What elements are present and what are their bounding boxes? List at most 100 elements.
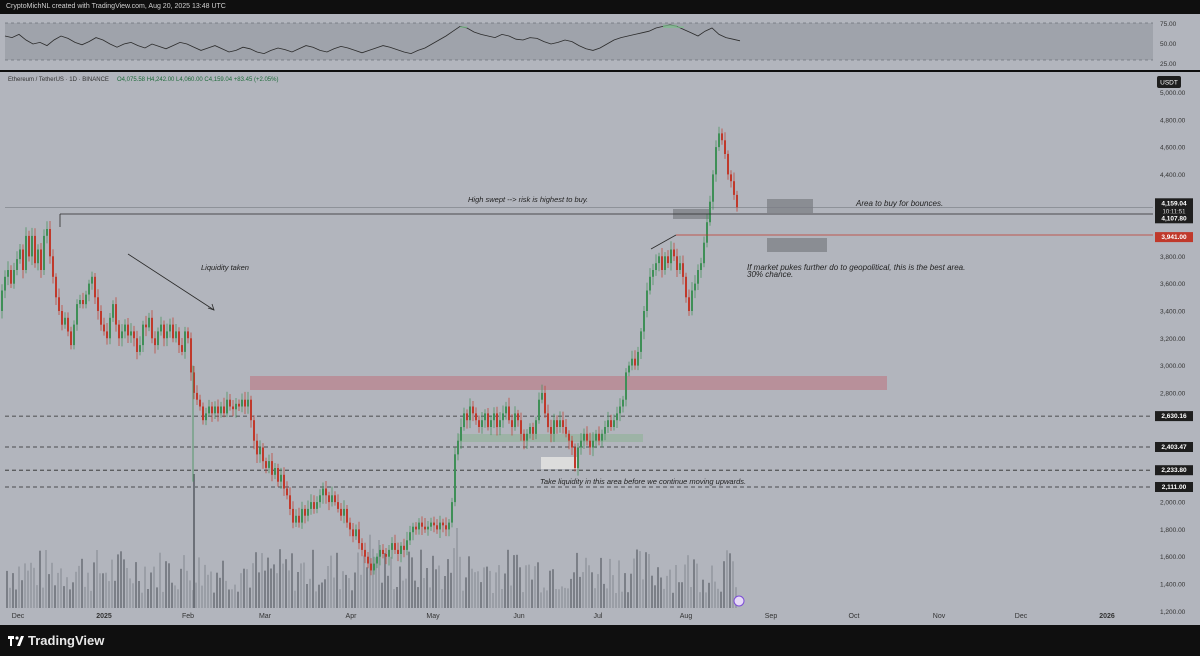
candle-body [532,427,534,434]
volume-bar [564,587,566,608]
price-badge-label: 2,630.16 [1161,413,1187,420]
event-marker-icon[interactable] [733,595,745,607]
rsi-line-group [4,24,741,55]
candle-body [460,427,462,441]
volume-bar [33,567,35,608]
volume-bar [558,589,560,608]
rsi-band [5,23,1153,60]
volume-bar [24,563,26,608]
candle-body [667,256,669,264]
volume-bar [627,592,629,608]
candle-body [148,317,150,328]
candle-body [160,324,162,332]
volume-bar [78,565,80,608]
volume-bar [285,559,287,608]
volume-bar [633,558,635,608]
candle-body [301,508,303,523]
volume-bar [516,554,518,608]
annotation-liquidity-taken: Liquidity taken [201,263,249,272]
candle-body [82,300,84,305]
volume-bar [81,558,83,608]
x-tick-label: Dec [1015,613,1028,620]
candle-body [727,153,729,175]
volume-bar [600,557,602,608]
candle-body [319,495,321,503]
volume-bar [549,570,551,608]
volume-bar [111,559,113,608]
volume-bar [300,563,302,608]
candle-body [457,440,459,455]
volume-bar [705,592,707,608]
currency-badge-label: USDT [1160,80,1178,87]
volume-bar [150,572,152,608]
x-axis: Dec 2025 Feb Mar Apr May Jun Jul Aug Sep Oct Nov Dec… [12,613,1115,620]
rsi-ticks: 75.00 50.00 25.00 [1160,21,1177,68]
candle-body [658,256,660,264]
candle-body [112,304,114,318]
volume-bar [471,568,473,608]
candle-body [361,543,363,550]
volume-bar [612,575,614,608]
volume-bar [375,557,377,608]
candle-body [187,331,189,339]
candle-body [154,338,156,346]
volume-bar [546,590,548,608]
volume-bar [168,563,170,608]
candle-body [601,433,603,441]
candle-body [178,331,180,346]
candle-body [640,331,642,352]
candle-body [22,249,24,270]
candle-body [292,508,294,523]
volume-bar [645,552,647,608]
volume-bar [582,572,584,608]
volume-bar [618,560,620,608]
volume-bar [279,549,281,608]
candle-body [679,263,681,270]
rsi-tick-label: 50.00 [1160,41,1177,48]
candle-body [688,297,690,311]
y-tick-label: 5,000.00 [1160,90,1186,97]
volume-bar [147,589,149,608]
candle-body [697,270,699,284]
candle-body [109,317,111,339]
candle-body [517,413,519,421]
volume-bar [450,572,452,608]
candle-body [553,420,555,434]
candle-body [265,461,267,468]
volume-bar [414,580,416,608]
candle-body [85,294,87,305]
candle-body [4,276,6,291]
candle-body [487,413,489,428]
volume-bar [663,588,665,608]
candle-body [331,495,333,503]
volume-bar [39,550,41,608]
candle-body [73,324,75,346]
candle-body [583,433,585,441]
annotation-chance: 30% chance. [747,270,793,279]
candle-body [91,276,93,284]
candle-body [511,420,513,427]
candle-body [520,420,522,434]
volume-bar [453,548,455,608]
y-tick-label: 2,000.00 [1160,500,1186,507]
candle-body [595,433,597,441]
x-tick-label: Dec [12,613,25,620]
candle-body [268,461,270,468]
y-tick-label: 3,400.00 [1160,309,1186,316]
price-badge [1155,198,1193,217]
candle-body [703,242,705,264]
candle-body [607,420,609,427]
candle-body [541,392,543,400]
volume-bar [345,574,347,608]
volume-bar [603,583,605,608]
y-tick-label: 1,200.00 [1160,609,1186,616]
tradingview-logo[interactable]: TradingView [8,633,104,648]
candle-body [10,270,12,284]
candle-body [262,447,264,462]
volume-bar [636,549,638,608]
volume-bar [315,591,317,608]
volume-bar [282,563,284,608]
candle-body [373,563,375,571]
volume-bar [684,564,686,608]
candle-body [334,495,336,503]
